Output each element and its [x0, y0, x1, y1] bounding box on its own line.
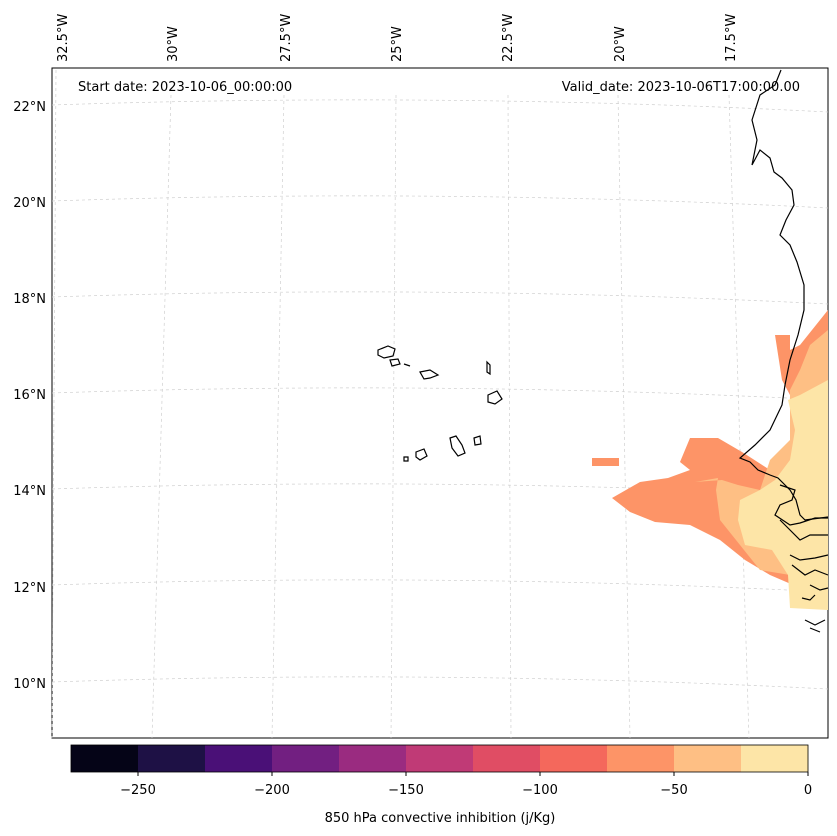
colorbar-swatch — [406, 745, 474, 772]
sao-nicolau-island — [419, 369, 440, 380]
colorbar-swatch — [339, 745, 407, 772]
colorbar-swatch — [473, 745, 541, 772]
colorbar-label: 850 hPa convective inhibition (j/Kg) — [325, 811, 556, 826]
colorbar-swatch — [205, 745, 273, 772]
map-frame — [51, 67, 829, 739]
lat-label-22n: 22°N — [13, 100, 46, 115]
santa-luzia-island — [403, 363, 411, 367]
cin-field — [592, 310, 828, 610]
graticule — [51, 69, 829, 739]
colorbar-swatch — [272, 745, 340, 772]
coastlines — [738, 69, 829, 633]
lat-label-16n: 16°N — [13, 388, 46, 403]
colorbar-tick-minus250: −250 — [120, 783, 156, 798]
colorbar-ticks: −250 −200 −150 −100 −50 0 — [120, 783, 812, 798]
lon-label-25w: 25°W — [390, 26, 405, 62]
lat-label-20n: 20°N — [13, 196, 46, 211]
start-date-label: Start date: 2023-10-06_00:00:00 — [78, 80, 292, 95]
sao-vicente-island — [389, 358, 401, 367]
senegal-coast-detail — [774, 484, 829, 633]
colorbar-tick-0: 0 — [804, 783, 812, 798]
colorbar-swatch — [741, 745, 809, 772]
longitude-labels: 32.5°W 30°W 27.5°W 25°W 22.5°W 20°W 17.5… — [56, 14, 739, 62]
cin-level-0-25 — [738, 380, 828, 610]
santiago-island — [449, 435, 466, 457]
colorbar-tick-minus150: −150 — [388, 783, 424, 798]
maio-island — [473, 435, 482, 446]
colorbar-tick-minus100: −100 — [522, 783, 558, 798]
sal-island — [486, 360, 491, 376]
colorbar-swatch — [71, 745, 139, 772]
colorbar-swatch — [138, 745, 206, 772]
brava-island — [403, 456, 409, 462]
fogo-island — [415, 448, 428, 461]
africa-coastline — [738, 69, 829, 521]
colorbar-tick-minus50: −50 — [660, 783, 687, 798]
cape-verde-islands — [377, 345, 503, 462]
colorbar-swatch — [674, 745, 742, 772]
lon-label-20w: 20°W — [613, 26, 628, 62]
valid-date-label: Valid_date: 2023-10-06T17:00:00.00 — [562, 80, 800, 95]
lon-label-32-5w: 32.5°W — [56, 14, 71, 62]
lat-label-10n: 10°N — [13, 677, 46, 692]
cin-level-50-75-c — [592, 458, 619, 466]
colorbar-swatch — [607, 745, 675, 772]
lat-label-18n: 18°N — [13, 292, 46, 307]
lat-label-12n: 12°N — [13, 581, 46, 596]
lon-label-22-5w: 22.5°W — [501, 14, 516, 62]
colorbar-tick-minus200: −200 — [254, 783, 290, 798]
boa-vista-island — [487, 390, 503, 405]
lon-label-30w: 30°W — [166, 26, 181, 62]
latitude-labels: 22°N 20°N 18°N 16°N 14°N 12°N 10°N — [13, 100, 46, 692]
colorbar — [70, 744, 809, 776]
santo-antao-island — [377, 345, 396, 359]
colorbar-frame — [70, 744, 809, 773]
lon-label-17-5w: 17.5°W — [724, 14, 739, 62]
colorbar-swatch — [540, 745, 608, 772]
lat-label-14n: 14°N — [13, 484, 46, 499]
lon-label-27-5w: 27.5°W — [279, 14, 294, 62]
